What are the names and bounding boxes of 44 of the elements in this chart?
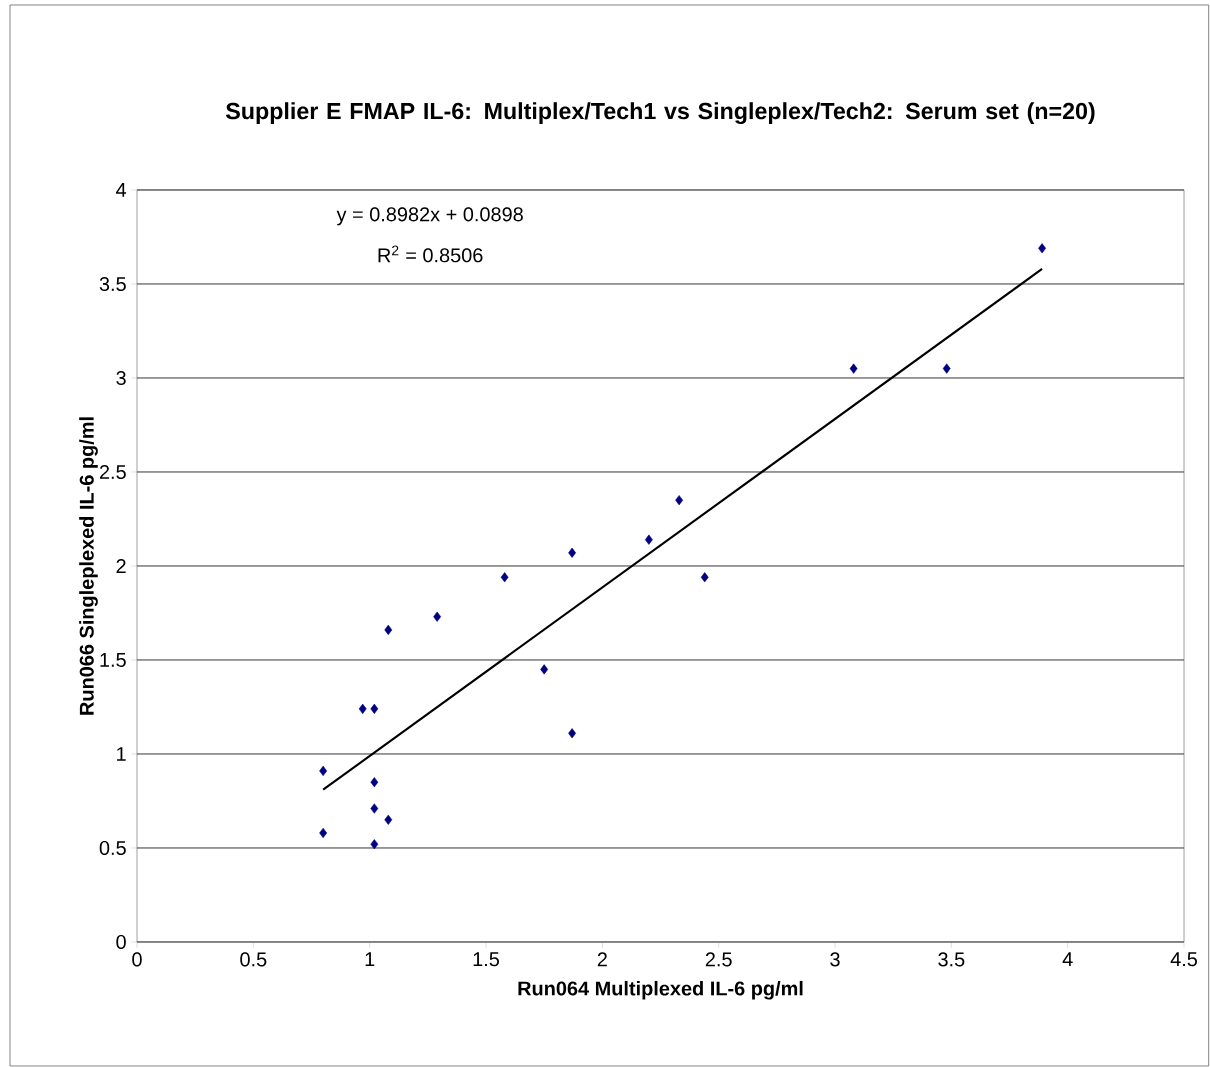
x-tick-label: 0 (132, 952, 142, 967)
point (370, 803, 379, 814)
x-tick-label: 1.5 (473, 952, 500, 967)
y-tick-label: 1 (117, 747, 126, 761)
x-tick-label: 0.5 (240, 952, 267, 967)
point (358, 703, 367, 714)
x-tick-label: 2 (597, 952, 607, 967)
point (1038, 243, 1046, 254)
x-tick-label: 4 (1062, 952, 1073, 967)
point (675, 495, 683, 506)
y-tick-label: 4 (116, 183, 127, 197)
point (370, 839, 379, 850)
point (370, 777, 379, 788)
y-tick-label: 2.5 (99, 464, 126, 480)
y-tick-label: 1.5 (100, 653, 126, 667)
point (849, 363, 858, 374)
x-tick-label: 1 (365, 952, 375, 967)
y-tick-label: 0.5 (99, 840, 126, 856)
y-tick-label: 3 (116, 370, 126, 386)
point (319, 765, 328, 776)
x-tick-label: 4.5 (1170, 952, 1198, 967)
point (384, 624, 393, 635)
point (942, 363, 951, 374)
point (645, 534, 653, 545)
annotation: R$^{2}$ = 0.8506 (378, 245, 483, 263)
y-tick-label: 3.5 (99, 276, 126, 292)
point (433, 611, 442, 622)
annotation: y = 0.8982x + 0.0898 (336, 207, 523, 226)
x-tick-label: 3.5 (938, 952, 965, 967)
x-axis-title: Run064 Multiplexed IL-6 pg/ml (518, 980, 803, 1000)
x-tick-label: 3 (830, 952, 840, 967)
point (370, 703, 379, 714)
y-axis-title: Run066 Singleplexed IL-6 pg/ml (79, 417, 98, 715)
point (500, 572, 509, 583)
x-tick-label: 2.5 (705, 952, 732, 967)
point (568, 547, 576, 558)
point (384, 814, 393, 825)
point (540, 664, 549, 675)
point (319, 827, 328, 839)
y-tick-label: 0 (116, 934, 126, 950)
point (700, 572, 709, 583)
chart-title: Supplier E FMAP IL-6: Multiplex/Tech1 vs Singleplex/Tech2: Serum set (n=20) (225, 102, 1095, 124)
y-tick-label: 2 (116, 559, 126, 573)
point (568, 728, 576, 739)
